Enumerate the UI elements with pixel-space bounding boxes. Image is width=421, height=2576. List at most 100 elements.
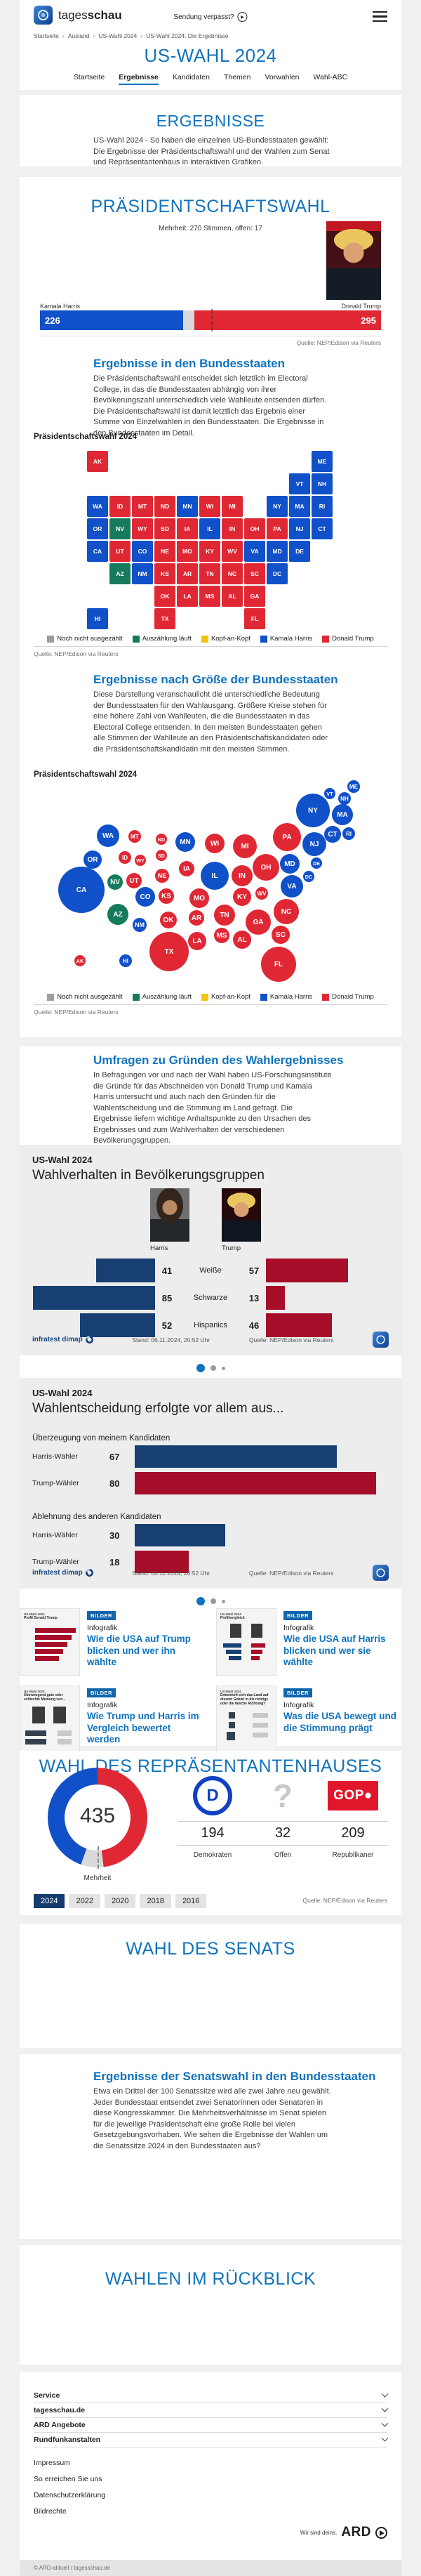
state-bubble[interactable]: OK xyxy=(160,912,177,928)
accordion-row[interactable]: Service xyxy=(34,2388,389,2403)
state-bubble[interactable]: MD xyxy=(280,854,300,874)
state-bubble[interactable]: GA xyxy=(246,909,271,935)
state-bubble[interactable]: NE xyxy=(155,869,169,883)
state-bubble[interactable]: MA xyxy=(332,804,353,825)
breadcrumb-item[interactable]: US-Wahl 2024 xyxy=(93,32,137,39)
state-tile[interactable]: HI xyxy=(87,608,108,629)
state-bubble[interactable]: VT xyxy=(324,788,335,799)
state-bubble[interactable]: ND xyxy=(156,834,167,845)
state-bubble[interactable]: KY xyxy=(233,888,251,906)
state-bubble[interactable]: DC xyxy=(303,871,314,882)
state-bubble[interactable]: OH xyxy=(253,854,279,881)
state-bubble[interactable]: WA xyxy=(97,824,119,847)
state-bubble[interactable]: CO xyxy=(135,887,155,907)
state-bubble[interactable]: WY xyxy=(135,855,146,866)
state-tile[interactable]: TX xyxy=(154,608,175,629)
state-bubble[interactable]: AR xyxy=(189,910,204,926)
state-tile[interactable]: PA xyxy=(267,518,288,539)
state-bubble[interactable]: IA xyxy=(179,861,194,876)
state-bubble[interactable]: UT xyxy=(126,873,142,888)
tab[interactable]: Vorwahlen xyxy=(265,73,300,81)
state-bubble[interactable]: OR xyxy=(83,850,102,869)
state-tile[interactable]: MA xyxy=(289,496,310,517)
state-tile[interactable]: ND xyxy=(154,496,175,517)
state-bubble[interactable]: NV xyxy=(107,874,123,890)
state-bubble[interactable]: KS xyxy=(159,888,174,904)
state-bubble[interactable]: FL xyxy=(261,947,296,982)
carousel-dot[interactable] xyxy=(221,1366,225,1370)
state-tile[interactable]: OK xyxy=(154,586,175,607)
state-bubble[interactable]: WV xyxy=(255,887,268,900)
state-bubble[interactable]: MO xyxy=(189,888,209,908)
state-tile[interactable]: MS xyxy=(199,586,220,607)
state-bubble[interactable]: SC xyxy=(272,926,290,944)
sendung-verpasst-link[interactable]: Sendung verpasst? ▶ xyxy=(173,12,248,22)
accordion-row[interactable]: Rundfunkanstalten xyxy=(34,2433,389,2447)
breadcrumb-item[interactable]: US-Wahl 2024: Die Ergebnisse xyxy=(140,32,228,39)
state-bubble[interactable]: NM xyxy=(133,918,147,932)
state-tile[interactable]: SD xyxy=(154,518,175,539)
state-tile[interactable]: WY xyxy=(132,518,153,539)
state-tile[interactable]: CT xyxy=(312,518,333,539)
state-bubble[interactable]: AZ xyxy=(107,904,128,925)
state-tile[interactable]: VT xyxy=(289,473,310,494)
carousel-dot[interactable] xyxy=(210,1598,216,1604)
year-button[interactable]: 2018 xyxy=(140,1894,171,1908)
carousel-dot[interactable] xyxy=(196,1597,205,1605)
state-bubble[interactable]: WI xyxy=(205,834,225,853)
state-tile[interactable]: KY xyxy=(199,541,220,562)
state-bubble[interactable]: AL xyxy=(233,931,251,949)
state-tile[interactable]: NY xyxy=(267,496,288,517)
state-bubble[interactable]: NJ xyxy=(302,832,326,856)
state-tile[interactable]: OH xyxy=(244,518,265,539)
state-bubble[interactable]: NC xyxy=(274,899,299,924)
state-bubble[interactable]: NH xyxy=(338,792,351,805)
year-button[interactable]: 2022 xyxy=(69,1894,100,1908)
tab[interactable]: Startseite xyxy=(73,73,105,81)
state-tile[interactable]: DC xyxy=(267,563,288,584)
year-button[interactable]: 2024 xyxy=(34,1894,65,1908)
state-tile[interactable]: NE xyxy=(154,541,175,562)
teaser-card[interactable]: US-Wahl 2024 Profilvergleich BILDER Info… xyxy=(216,1608,401,1676)
state-tile[interactable]: VA xyxy=(244,541,265,562)
state-bubble[interactable]: MI xyxy=(233,834,257,858)
tab[interactable]: Wahl-ABC xyxy=(313,73,348,81)
tab[interactable]: Themen xyxy=(223,73,251,81)
state-bubble[interactable]: LA xyxy=(188,932,206,950)
ard-logo[interactable]: Wir sind deins. ARD xyxy=(300,2525,387,2540)
state-bubble[interactable]: TX xyxy=(149,932,189,971)
tab[interactable]: Ergebnisse xyxy=(119,73,159,85)
footer-link[interactable]: So erreichen Sie uns xyxy=(34,2474,102,2483)
state-tile[interactable]: NC xyxy=(222,563,243,584)
footer-link[interactable]: Impressum xyxy=(34,2458,70,2467)
carousel-dot[interactable] xyxy=(221,1599,225,1603)
state-tile[interactable]: NM xyxy=(132,563,153,584)
state-bubble[interactable]: CA xyxy=(58,867,105,913)
state-bubble[interactable]: CT xyxy=(324,826,341,843)
state-bubble[interactable]: RI xyxy=(342,827,355,840)
state-tile[interactable]: LA xyxy=(177,586,198,607)
accordion-row[interactable]: tagesschau.de xyxy=(34,2403,389,2418)
state-tile[interactable]: CA xyxy=(87,541,108,562)
carousel-dot[interactable] xyxy=(196,1364,205,1372)
breadcrumb-item[interactable]: Startseite xyxy=(34,32,59,39)
breadcrumb-item[interactable]: Ausland xyxy=(62,32,90,39)
state-tile[interactable]: AL xyxy=(222,586,243,607)
state-tile[interactable]: WA xyxy=(87,496,108,517)
state-tile[interactable]: WI xyxy=(199,496,220,517)
state-tile[interactable]: NH xyxy=(312,473,333,494)
state-tile[interactable]: IN xyxy=(222,518,243,539)
state-tile[interactable]: IA xyxy=(177,518,198,539)
state-tile[interactable]: OR xyxy=(87,518,108,539)
state-tile[interactable]: CO xyxy=(132,541,153,562)
menu-button[interactable] xyxy=(373,11,387,22)
tab[interactable]: Kandidaten xyxy=(172,73,210,81)
state-bubble[interactable]: VA xyxy=(281,875,303,898)
state-bubble[interactable]: MT xyxy=(128,830,141,843)
state-bubble[interactable]: ID xyxy=(119,851,131,864)
state-tile[interactable]: MO xyxy=(177,541,198,562)
accordion-row[interactable]: ARD Angebote xyxy=(34,2418,389,2433)
state-tile[interactable]: TN xyxy=(199,563,220,584)
teaser-card[interactable]: US-Wahl 2024 Profil Donald Trump BILDER … xyxy=(20,1608,205,1676)
state-tile[interactable]: UT xyxy=(109,541,131,562)
